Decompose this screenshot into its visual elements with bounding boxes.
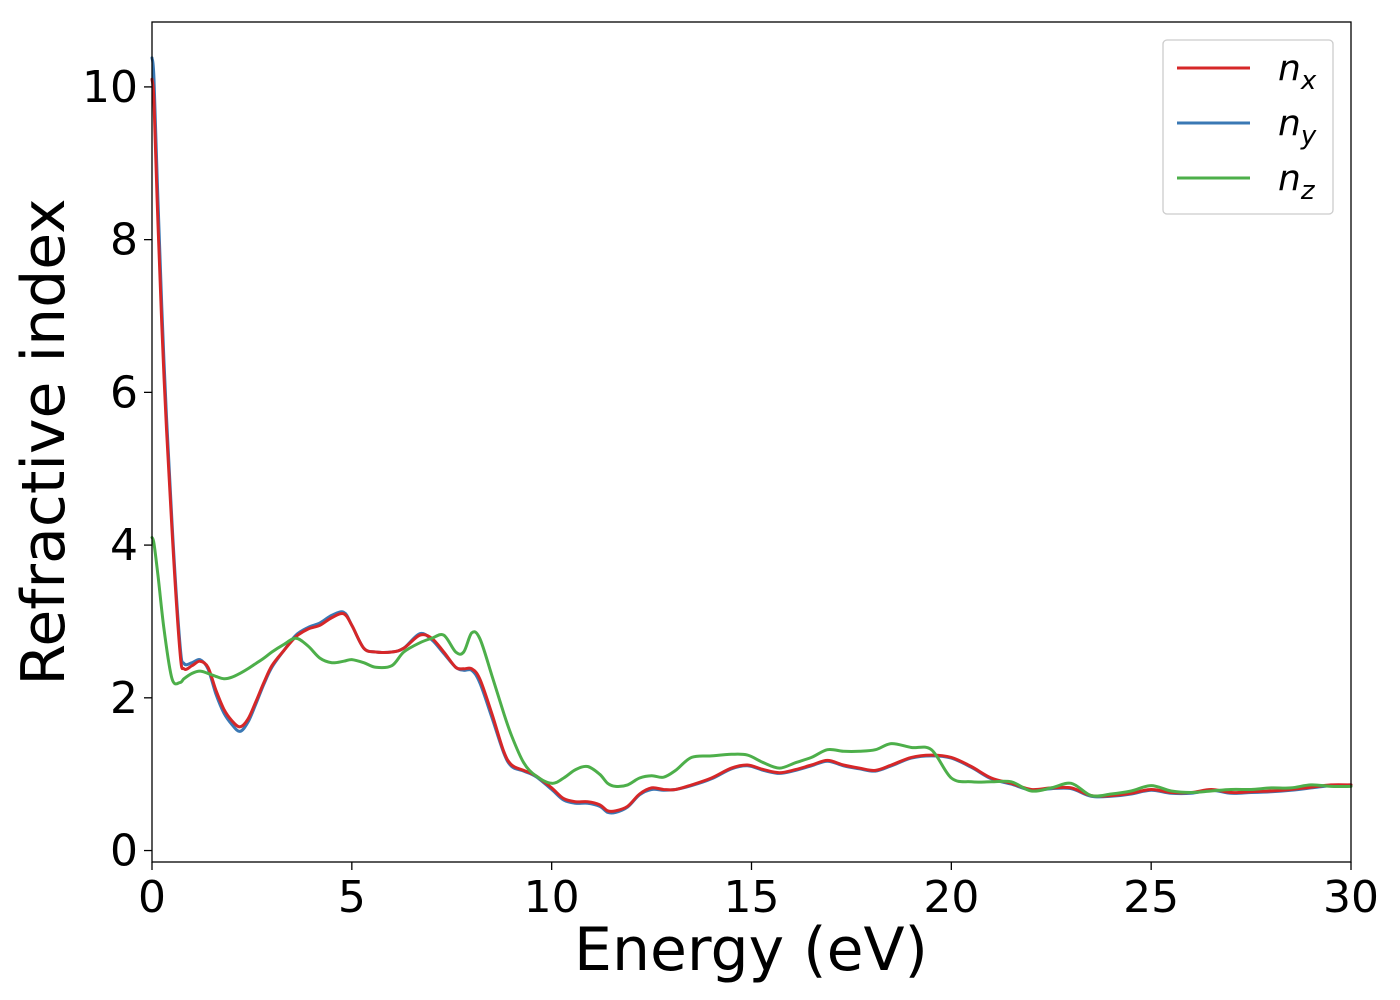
x-tick-label: 25: [1123, 872, 1179, 923]
y-tick-label: 10: [82, 62, 138, 113]
y-tick-label: 0: [110, 826, 138, 877]
x-tick-label: 30: [1323, 872, 1379, 923]
series-line-nz: [150, 536, 1353, 798]
series-layer: [150, 56, 1353, 815]
y-axis: 0 2 4 6 8 10: [82, 62, 152, 877]
x-axis: 0 5 10 15 20 25 30: [138, 862, 1379, 923]
y-tick-label: 8: [110, 215, 138, 266]
x-tick-label: 20: [923, 872, 979, 923]
plot-background: [152, 22, 1351, 862]
x-tick-label: 0: [138, 872, 166, 923]
x-tick-label: 10: [524, 872, 580, 923]
x-tick-label: 5: [338, 872, 366, 923]
legend-frame: [1162, 39, 1334, 215]
x-tick-label: 15: [724, 872, 780, 923]
y-tick-label: 6: [110, 367, 138, 418]
y-axis-title: Refractive index: [9, 198, 79, 685]
x-axis-title: Energy (eV): [574, 915, 928, 985]
y-tick-label: 2: [110, 673, 138, 724]
y-tick-label: 4: [110, 520, 138, 571]
legend-label-ny: ny: [1278, 103, 1317, 151]
